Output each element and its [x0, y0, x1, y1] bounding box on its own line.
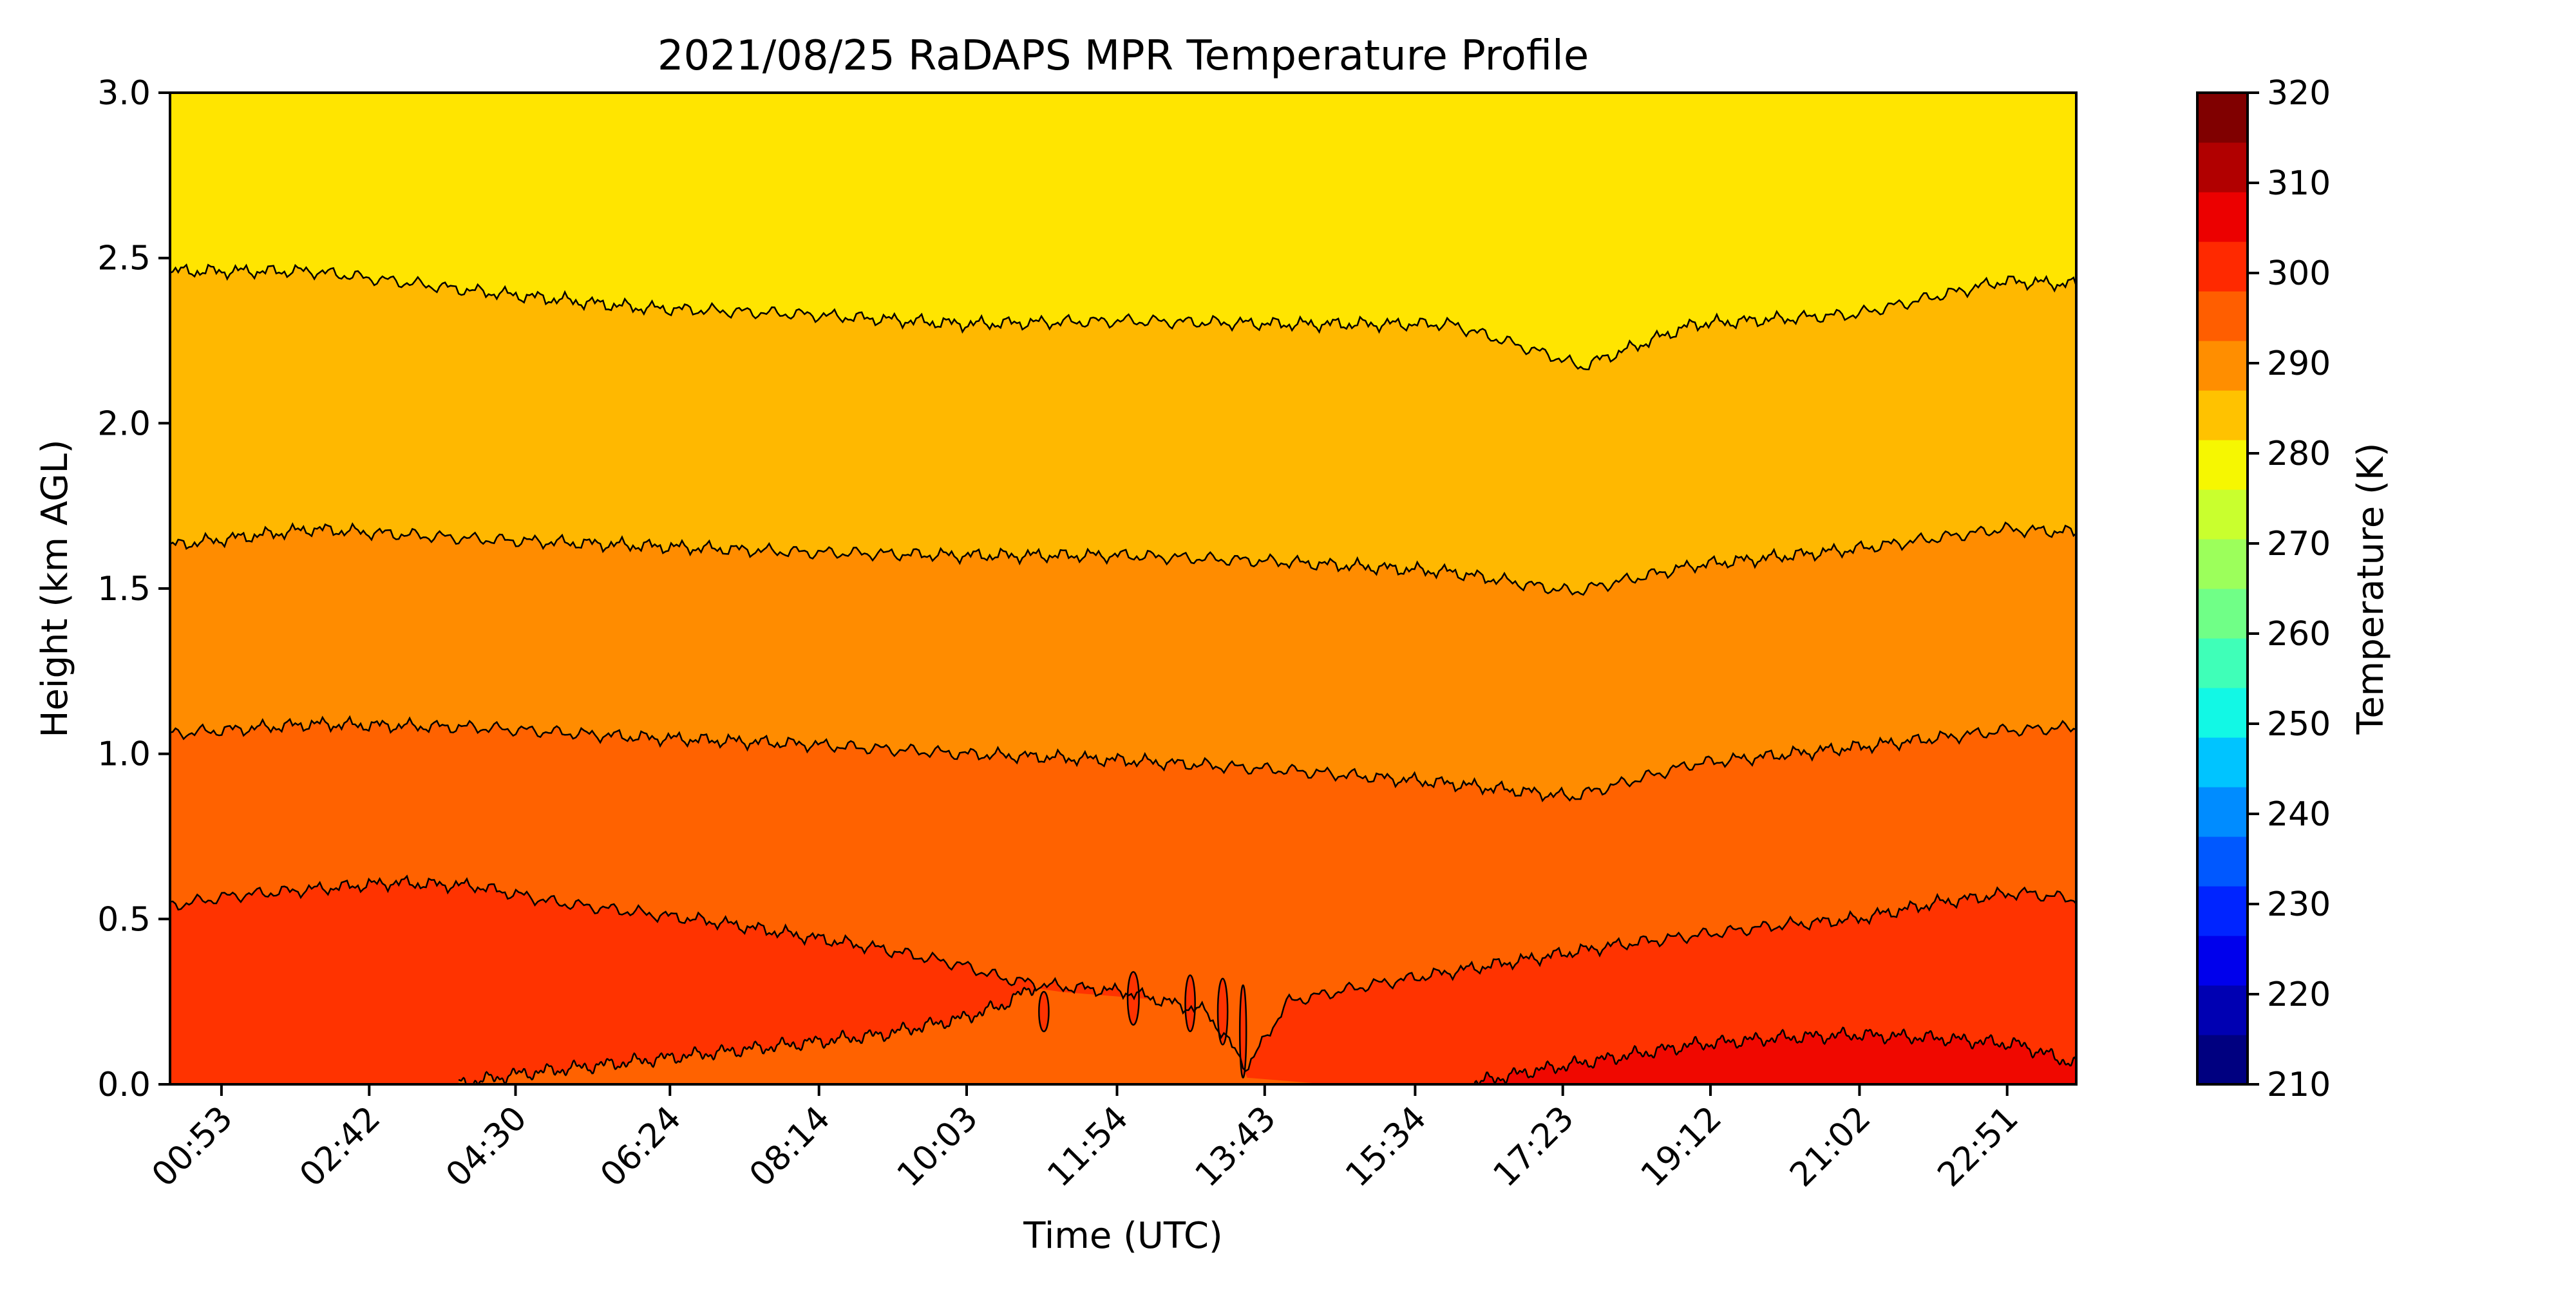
- colorbar-tick-label: 300: [2267, 254, 2331, 293]
- y-axis-label: Height (km AGL): [34, 439, 76, 737]
- x-tick-label: 11:54: [1040, 1099, 1135, 1194]
- x-axis: 00:53 02:42 04:30 06:24 08:14 10:03 11:54 13:43…: [145, 1084, 2026, 1194]
- y-tick-label: 3.0: [97, 74, 151, 113]
- colorbar-tick-label: 230: [2267, 885, 2331, 924]
- y-axis: 0.0 0.5 1.0 1.5 2.0 2.5 3.0: [97, 74, 170, 1104]
- contour-295K-3: [170, 715, 2076, 802]
- colorbar-segment: [2197, 936, 2248, 986]
- colorbar-tick-label: 240: [2267, 795, 2331, 834]
- colorbar-label: Temperature (K): [2350, 443, 2392, 735]
- colorbar-segment: [2197, 836, 2248, 887]
- plot-area: [170, 93, 2076, 1084]
- y-tick-label: 0.0: [97, 1066, 151, 1104]
- contour-305K-6: [1466, 1026, 2076, 1084]
- x-tick-label: 13:43: [1188, 1099, 1283, 1194]
- colorbar-segment: [2197, 142, 2248, 193]
- colorbar-frame: [2196, 91, 2249, 1086]
- y-tick-label: 1.5: [97, 570, 151, 608]
- colorbar-segment: [2197, 241, 2248, 292]
- band-305-310: [1466, 1027, 2076, 1084]
- colorbar-segment: [2197, 291, 2248, 341]
- contour-305K-5: [458, 986, 1037, 1084]
- chart-title: 2021/08/25 RaDAPS MPR Temperature Profil…: [658, 32, 1589, 80]
- warm-pocket-3: [1184, 974, 1196, 1033]
- colorbar-tick-label: 310: [2267, 164, 2331, 203]
- band-295-300-surface: [459, 988, 1467, 1084]
- x-tick-label: 10:03: [890, 1099, 985, 1194]
- colorbar-segment: [2197, 688, 2248, 738]
- colorbar-tick-label: 280: [2267, 435, 2331, 473]
- colorbar-segment: [2197, 93, 2248, 143]
- band-300-305: [170, 876, 2076, 1084]
- x-tick-label: 02:42: [292, 1099, 388, 1194]
- colorbar-segment: [2197, 390, 2248, 440]
- warm-pocket-5: [1238, 984, 1247, 1079]
- y-tick-label: 2.0: [97, 404, 151, 443]
- x-tick-label: 17:23: [1486, 1099, 1581, 1194]
- colorbar-tick-label: 270: [2267, 525, 2331, 563]
- colorbar-tick-label: 320: [2267, 74, 2331, 113]
- colorbar: 210 220 230 240 250 260 270 280 290 300 310 320: [2196, 74, 2331, 1104]
- colorbar-tick-label: 210: [2267, 1066, 2331, 1104]
- x-tick-label: 00:53: [145, 1099, 240, 1194]
- colorbar-segment: [2197, 1035, 2248, 1085]
- colorbar-segment: [2197, 440, 2248, 490]
- colorbar-segment: [2197, 985, 2248, 1035]
- colorbar-tick-label: 260: [2267, 615, 2331, 654]
- contour-lines: [170, 263, 2076, 1084]
- contour-300K-4: [170, 874, 2076, 1072]
- colorbar-segment: [2197, 539, 2248, 589]
- colorbar-segment: [2197, 787, 2248, 837]
- y-tick-label: 0.5: [97, 900, 151, 939]
- contour-290K-2: [170, 521, 2076, 596]
- y-tick-label: 2.5: [97, 240, 151, 278]
- x-tick-label: 08:14: [742, 1099, 837, 1194]
- y-tick-label: 1.0: [97, 735, 151, 774]
- colorbar-segment: [2197, 341, 2248, 391]
- colorbar-segment: [2197, 737, 2248, 787]
- x-tick-label: 06:24: [593, 1099, 688, 1194]
- colorbar-segment: [2197, 489, 2248, 540]
- colorbar-segment: [2197, 589, 2248, 639]
- colorbar-tick-label: 290: [2267, 344, 2331, 383]
- colorbar-tick-label: 220: [2267, 975, 2331, 1014]
- x-tick-label: 04:30: [439, 1099, 534, 1194]
- colorbar-segment: [2197, 886, 2248, 936]
- x-tick-label: 22:51: [1930, 1099, 2025, 1194]
- colorbar-tick-label: 250: [2267, 705, 2331, 744]
- temperature-bands: [170, 265, 2076, 1084]
- x-tick-label: 21:02: [1783, 1099, 1878, 1194]
- contour-285K-1: [170, 263, 2076, 370]
- x-axis-label: Time (UTC): [1023, 1215, 1223, 1257]
- colorbar-segment: [2197, 638, 2248, 688]
- colorbar-segment: [2197, 192, 2248, 242]
- warm-pocket-4: [1217, 977, 1229, 1046]
- x-tick-label: 19:12: [1634, 1099, 1729, 1194]
- x-tick-label: 15:34: [1338, 1099, 1434, 1194]
- warm-pocket-1: [1038, 991, 1050, 1033]
